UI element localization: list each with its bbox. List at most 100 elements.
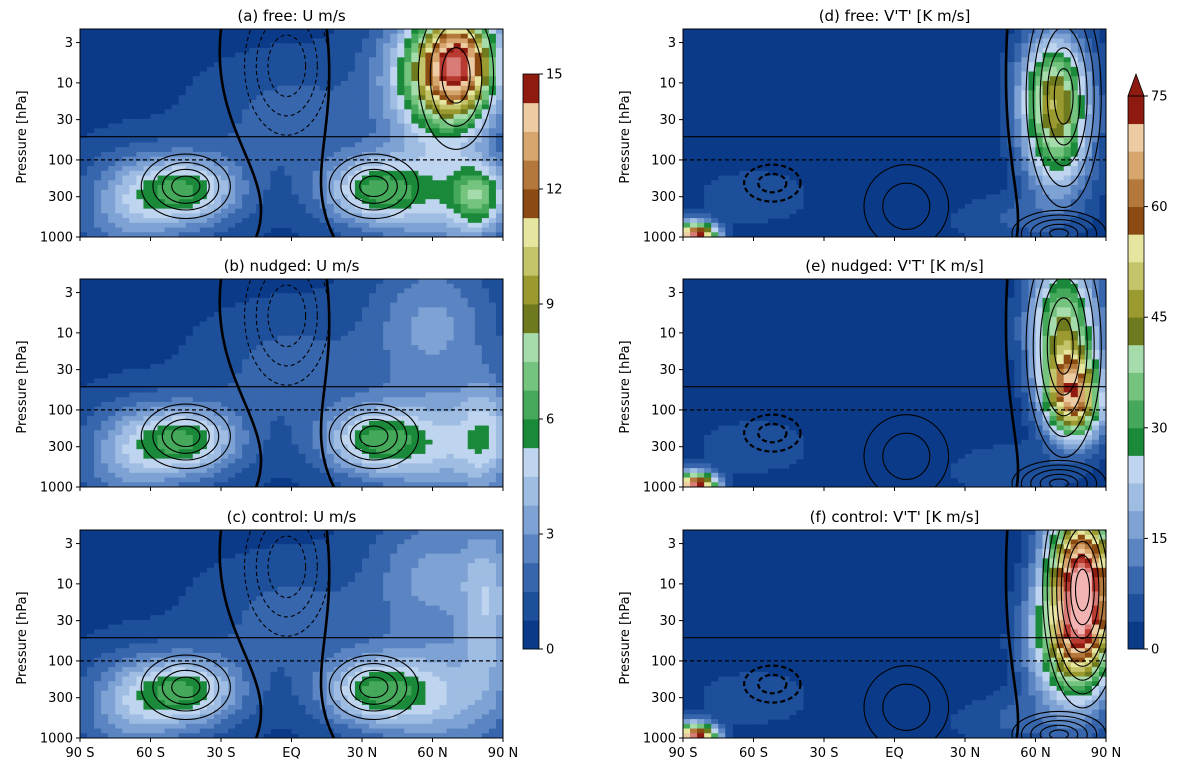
field-cell bbox=[404, 302, 412, 308]
field-cell bbox=[157, 671, 166, 678]
field-cell bbox=[319, 90, 328, 96]
field-cell bbox=[199, 326, 208, 332]
field-cell bbox=[390, 99, 398, 106]
field-cell bbox=[94, 733, 102, 738]
field-cell bbox=[185, 156, 194, 162]
field-cell bbox=[206, 109, 215, 115]
field-cell bbox=[453, 359, 462, 365]
field-cell bbox=[136, 657, 145, 663]
field-cell bbox=[460, 401, 469, 408]
field-cell bbox=[291, 439, 300, 446]
field-cell bbox=[305, 208, 314, 214]
field-cell bbox=[136, 704, 145, 711]
field-cell bbox=[481, 47, 490, 54]
field-cell bbox=[425, 430, 434, 436]
field-cell bbox=[333, 477, 342, 483]
field-cell bbox=[157, 133, 166, 139]
field-cell bbox=[298, 166, 307, 172]
field-cell bbox=[411, 85, 419, 92]
field-cell bbox=[312, 232, 321, 237]
field-cell bbox=[446, 463, 455, 469]
field-cell bbox=[474, 109, 483, 115]
field-cell bbox=[326, 128, 335, 134]
field-cell bbox=[411, 401, 419, 408]
field-cell bbox=[397, 359, 405, 365]
field-cell bbox=[312, 406, 321, 412]
field-cell bbox=[383, 340, 391, 346]
field-cell bbox=[235, 392, 243, 398]
field-cell bbox=[94, 392, 102, 398]
field-cell bbox=[199, 383, 208, 389]
field-cell bbox=[369, 147, 377, 153]
field-cell bbox=[390, 147, 398, 153]
field-cell bbox=[108, 643, 116, 649]
field-cell bbox=[411, 406, 419, 412]
field-cell bbox=[235, 99, 243, 106]
field-cell bbox=[354, 326, 363, 332]
field-cell bbox=[305, 354, 314, 360]
field-cell bbox=[192, 615, 201, 621]
field-cell bbox=[270, 368, 278, 375]
field-cell bbox=[362, 81, 370, 87]
field-cell bbox=[122, 170, 130, 177]
field-cell bbox=[87, 387, 95, 394]
field-cell bbox=[87, 420, 95, 427]
field-cell bbox=[192, 123, 201, 129]
field-cell bbox=[136, 425, 145, 431]
field-cell bbox=[460, 468, 469, 474]
field-cell bbox=[213, 430, 222, 436]
field-cell bbox=[164, 208, 173, 214]
field-cell bbox=[383, 425, 391, 431]
field-cell bbox=[270, 383, 278, 389]
field-cell bbox=[192, 218, 201, 224]
field-cell bbox=[432, 66, 441, 73]
field-cell bbox=[467, 118, 476, 125]
field-cell bbox=[432, 95, 441, 101]
field-cell bbox=[221, 180, 229, 186]
field-cell bbox=[425, 203, 434, 210]
field-cell bbox=[354, 312, 363, 318]
field-cell bbox=[185, 349, 194, 356]
field-cell bbox=[354, 218, 363, 224]
field-cell bbox=[284, 397, 293, 403]
field-cell bbox=[242, 52, 250, 58]
field-cell bbox=[495, 316, 503, 323]
field-cell bbox=[383, 95, 391, 101]
field-cell bbox=[446, 420, 455, 427]
field-cell bbox=[390, 43, 398, 49]
field-cell bbox=[206, 175, 215, 181]
field-cell bbox=[460, 297, 469, 304]
field-cell bbox=[115, 425, 123, 431]
field-cell bbox=[411, 321, 419, 327]
field-cell bbox=[143, 468, 152, 474]
field-cell bbox=[305, 62, 314, 68]
field-cell bbox=[235, 302, 243, 308]
field-cell bbox=[404, 444, 412, 450]
field-cell bbox=[164, 676, 173, 682]
field-cell bbox=[108, 709, 116, 715]
field-cell bbox=[453, 232, 462, 237]
panel-a-ytick-label: 3 bbox=[65, 36, 73, 51]
field-cell bbox=[460, 52, 469, 58]
field-cell bbox=[213, 118, 222, 125]
field-cell bbox=[171, 222, 180, 229]
field-cell bbox=[298, 114, 307, 120]
field-cell bbox=[171, 482, 180, 487]
field-cell bbox=[284, 114, 293, 120]
field-cell bbox=[488, 401, 497, 408]
field-cell bbox=[305, 114, 314, 120]
field-cell bbox=[488, 279, 497, 285]
field-cell bbox=[171, 733, 180, 738]
field-cell bbox=[277, 222, 286, 229]
field-cell bbox=[94, 401, 102, 408]
field-cell bbox=[362, 123, 370, 129]
field-cell bbox=[411, 66, 419, 73]
field-cell bbox=[467, 76, 476, 82]
field-cell bbox=[333, 458, 342, 464]
field-cell bbox=[199, 477, 208, 483]
field-cell bbox=[369, 406, 377, 412]
field-cell bbox=[270, 118, 278, 125]
field-cell bbox=[333, 66, 342, 73]
field-cell bbox=[312, 444, 321, 450]
